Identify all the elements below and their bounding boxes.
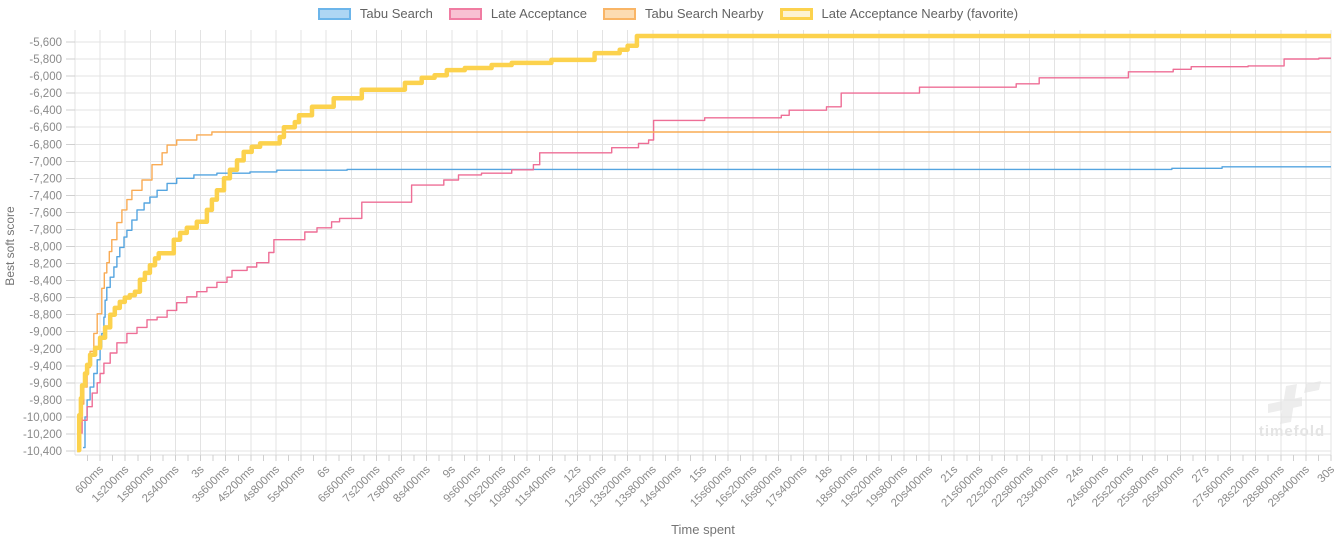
x-tick-label: 6s (315, 463, 332, 480)
y-tick-label: -7,400 (29, 190, 62, 202)
legend-swatch-late-acceptance-nearby-favorite (779, 7, 813, 20)
y-tick-label: -9,000 (29, 327, 62, 339)
legend-label: Late Acceptance (490, 6, 588, 21)
y-tick-label: -6,600 (29, 122, 62, 134)
series-line-late-acceptance-nearby-favorite (76, 33, 1331, 453)
x-tick-label: 30s (1316, 463, 1336, 485)
legend-label: Late Acceptance Nearby (favorite) (821, 6, 1019, 21)
x-tick-label: 24s (1064, 463, 1086, 485)
y-tick-label: -7,600 (29, 207, 62, 219)
series-line-tabu-search (83, 166, 1331, 449)
axis-ticks (66, 41, 1332, 461)
y-axis-tick-labels: -5,600 -5,800 -6,000 -6,200 -6,400 -6,600 -6,8… (23, 37, 62, 458)
series-lines (76, 33, 1331, 453)
y-tick-label: -6,000 (29, 71, 62, 83)
y-tick-label: -9,200 (29, 344, 62, 356)
legend-swatch-tabu-search-nearby (603, 7, 637, 20)
x-tick-label: 12s (562, 463, 584, 485)
y-tick-label: -8,600 (29, 293, 62, 305)
legend-swatch-tabu-search (317, 7, 351, 20)
y-tick-label: -7,200 (29, 173, 62, 185)
y-tick-label: -9,800 (29, 395, 62, 407)
x-tick-label: 27s (1190, 463, 1212, 485)
x-tick-label: 18s (813, 463, 835, 485)
x-axis-title: Time spent (671, 522, 735, 537)
y-tick-label: -5,600 (29, 37, 62, 49)
x-tick-label: 3s (190, 463, 207, 480)
chart-legend: Tabu Search Late Acceptance Tabu Search Ne… (0, 6, 1336, 21)
y-tick-label: -7,000 (29, 156, 62, 168)
y-tick-label: -10,000 (23, 412, 62, 424)
y-tick-label: -10,400 (23, 446, 62, 458)
legend-item-tabu-search[interactable]: Tabu Search (317, 6, 433, 21)
timefold-watermark-text: timefold (1259, 423, 1325, 440)
legend-item-late-acceptance[interactable]: Late Acceptance (448, 6, 588, 21)
y-tick-label: -6,200 (29, 88, 62, 100)
timefold-logo-icon (1268, 381, 1321, 424)
y-axis-title: Best soft score (3, 206, 17, 286)
y-tick-label: -6,800 (29, 139, 62, 151)
y-tick-label: -6,400 (29, 105, 62, 117)
y-tick-label: -9,400 (29, 361, 62, 373)
legend-swatch-late-acceptance (448, 7, 482, 20)
y-tick-label: -5,800 (29, 54, 62, 66)
legend-label: Tabu Search Nearby (645, 6, 764, 21)
legend-item-late-acceptance-nearby-favorite[interactable]: Late Acceptance Nearby (favorite) (779, 6, 1019, 21)
legend-label: Tabu Search (359, 6, 433, 21)
y-tick-label: -8,800 (29, 310, 62, 322)
y-tick-label: -7,800 (29, 224, 62, 236)
y-tick-label: -8,200 (29, 259, 62, 271)
legend-item-tabu-search-nearby[interactable]: Tabu Search Nearby (603, 6, 764, 21)
y-tick-label: -8,400 (29, 276, 62, 288)
y-tick-label: -10,200 (23, 429, 62, 441)
x-tick-label: 15s (688, 463, 710, 485)
grid-lines (74, 30, 1332, 456)
y-tick-label: -8,000 (29, 242, 62, 254)
y-tick-label: -9,600 (29, 378, 62, 390)
x-tick-label: 9s (441, 463, 458, 480)
x-tick-label: 21s (939, 463, 961, 485)
series-line-late-acceptance (77, 57, 1331, 434)
timefold-watermark: timefold (1259, 381, 1325, 440)
